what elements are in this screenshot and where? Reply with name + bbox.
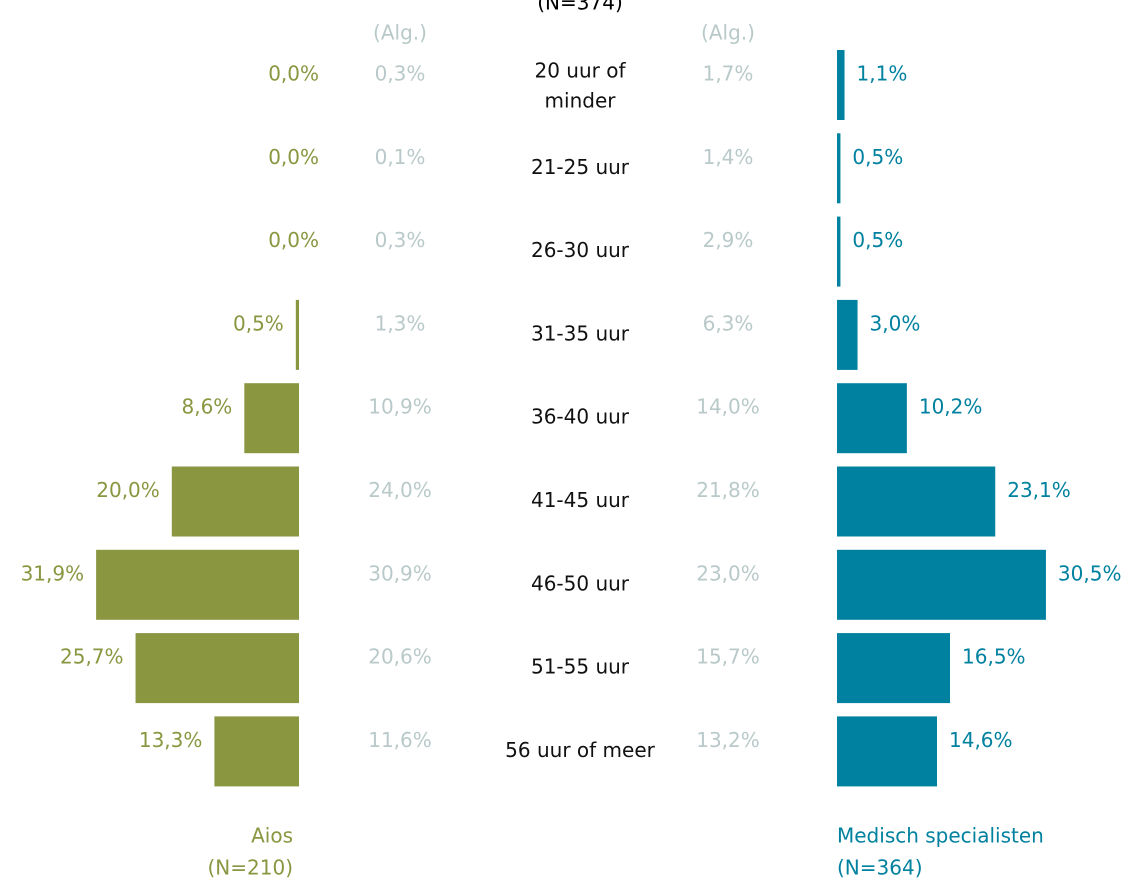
reference-value: 11,6% [368, 728, 432, 752]
bar [837, 716, 938, 787]
value-label: 25,7% [60, 645, 124, 669]
value-label: 1,1% [857, 62, 908, 86]
reference-value: 0,1% [375, 145, 426, 169]
category-label: 51-55 uur [531, 655, 630, 679]
category-label: 36-40 uur [531, 405, 630, 429]
value-label: 0,0% [268, 145, 319, 169]
legend-label: Medisch specialisten [837, 824, 1044, 848]
reference-value: 1,7% [703, 62, 754, 86]
category-label: 26-30 uur [531, 238, 630, 262]
category-label: 56 uur of meer [505, 738, 655, 762]
bar [244, 383, 299, 454]
value-label: 0,5% [852, 145, 903, 169]
legend-sublabel: (N=364) [837, 856, 923, 880]
reference-value: 21,8% [696, 478, 760, 502]
reference-value: 10,9% [368, 395, 432, 419]
value-label: 10,2% [919, 395, 983, 419]
reference-value: 20,6% [368, 645, 432, 669]
reference-value: 0,3% [375, 62, 426, 86]
value-label: 8,6% [181, 395, 232, 419]
legend-label: Aios [251, 824, 293, 848]
value-label: 0,5% [852, 228, 903, 252]
bar [295, 299, 299, 370]
bar [96, 549, 299, 620]
chart-subtitle: (N=374) [537, 0, 623, 15]
bar [135, 633, 299, 704]
category-label: 21-25 uur [531, 155, 630, 179]
value-label: 14,6% [949, 728, 1013, 752]
bar [837, 549, 1046, 620]
bar [837, 383, 907, 454]
value-label: 16,5% [962, 645, 1026, 669]
category-label: 31-35 uur [531, 321, 630, 345]
reference-header: (Alg.) [373, 21, 427, 45]
legend-sublabel: (N=210) [208, 856, 294, 880]
reference-header: (Alg.) [701, 21, 755, 45]
bar [837, 466, 996, 537]
bar [214, 716, 299, 787]
reference-value: 15,7% [696, 645, 760, 669]
category-label: 41-45 uur [531, 488, 630, 512]
category-label: 20 uur of [534, 59, 626, 83]
bar [837, 216, 841, 287]
category-label: 46-50 uur [531, 571, 630, 595]
bar [171, 466, 299, 537]
value-label: 20,0% [96, 478, 160, 502]
value-label: 30,5% [1058, 561, 1122, 585]
bar [837, 633, 951, 704]
bar [837, 50, 845, 120]
reference-value: 1,4% [703, 145, 754, 169]
value-label: 0,0% [268, 228, 319, 252]
category-label: minder [545, 89, 617, 113]
reference-value: 1,3% [375, 311, 426, 335]
reference-value: 0,3% [375, 228, 426, 252]
reference-value: 2,9% [703, 228, 754, 252]
bar [837, 133, 841, 204]
reference-value: 6,3% [703, 311, 754, 335]
value-label: 0,5% [233, 311, 284, 335]
reference-value: 13,2% [696, 728, 760, 752]
value-label: 13,3% [139, 728, 203, 752]
value-label: 0,0% [268, 62, 319, 86]
reference-value: 23,0% [696, 561, 760, 585]
value-label: 3,0% [870, 311, 921, 335]
value-label: 31,9% [21, 561, 85, 585]
value-label: 23,1% [1007, 478, 1071, 502]
reference-value: 24,0% [368, 478, 432, 502]
reference-value: 30,9% [368, 561, 432, 585]
reference-value: 14,0% [696, 395, 760, 419]
bar [837, 299, 858, 370]
